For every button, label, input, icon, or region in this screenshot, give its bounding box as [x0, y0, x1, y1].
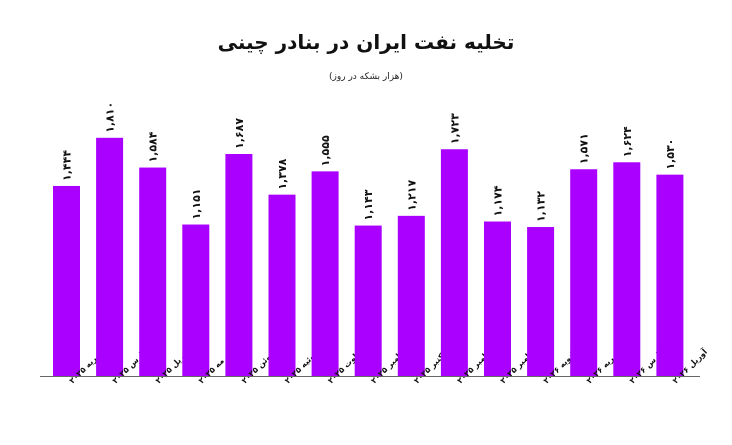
data-label: ۱,۸۱۰	[104, 102, 117, 133]
data-label: ۱,۵۵۵	[319, 135, 332, 166]
data-label: ۱,۵۳۰	[664, 139, 677, 170]
bar	[311, 171, 339, 376]
bar	[225, 153, 253, 376]
bar	[53, 185, 80, 376]
data-label: ۱,۴۴۴	[61, 150, 74, 181]
data-label: ۱,۶۸۷	[233, 118, 246, 149]
bar	[656, 174, 684, 376]
data-label: ۱,۵۸۴	[147, 131, 160, 162]
bar	[527, 227, 555, 376]
data-label: ۱,۷۲۳	[448, 113, 461, 144]
bar	[570, 169, 598, 376]
chart-subtitle: (هزار بشکه در روز)	[329, 72, 403, 82]
bar	[182, 224, 210, 376]
data-label: ۱,۶۲۴	[621, 126, 634, 157]
chart-title: تخلیه نفت ایران در بنادر چینی	[217, 30, 515, 54]
data-label: ۱,۳۷۸	[276, 158, 289, 189]
data-label: ۱,۱۴۳	[362, 189, 375, 220]
bar	[484, 221, 511, 376]
data-label: ۱,۲۱۷	[405, 180, 418, 211]
bar	[397, 215, 425, 376]
data-label: ۱,۵۷۱	[578, 133, 591, 164]
data-label: ۱,۱۷۴	[492, 185, 505, 216]
bar	[139, 167, 167, 376]
bar	[268, 194, 296, 376]
data-label: ۱,۱۳۲	[535, 191, 548, 222]
data-label: ۱,۱۵۱	[190, 188, 203, 219]
bar	[96, 137, 124, 376]
bar	[354, 225, 382, 376]
bar	[613, 162, 641, 376]
bar	[440, 149, 468, 376]
